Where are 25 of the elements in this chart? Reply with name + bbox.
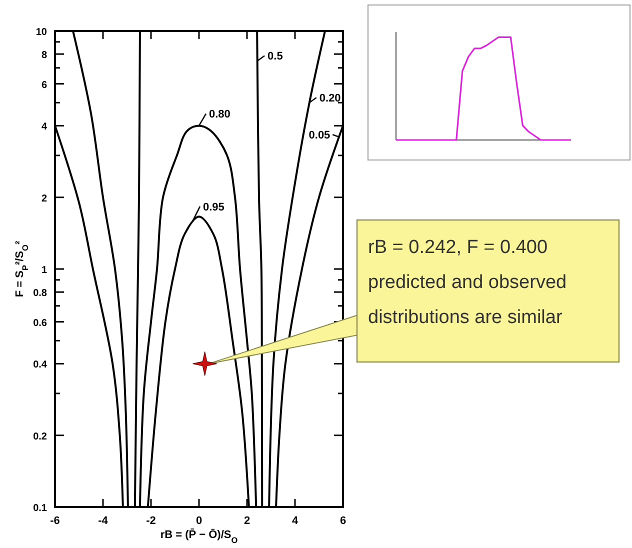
y-tick-label: 0.2 bbox=[33, 431, 48, 442]
x-tick-label: -6 bbox=[50, 515, 60, 527]
x-axis-title: rB = (P̄ − Ō)/S$_{O}$ bbox=[160, 528, 238, 544]
annotation: 0.95 bbox=[203, 201, 224, 214]
annotation: rB = 0.242, F = 0.400 predicted and observed distributions are similar bbox=[368, 237, 567, 328]
y-tick-label: 10 bbox=[36, 27, 48, 38]
y-tick-label: 0.1 bbox=[33, 503, 48, 514]
x-tick-label: 4 bbox=[292, 515, 299, 527]
y-tick-label: 1 bbox=[41, 265, 48, 276]
y-tick-label: 0.6 bbox=[33, 318, 48, 329]
x-tick-label: 0 bbox=[196, 515, 202, 527]
y-tick-label: 8 bbox=[41, 50, 48, 62]
annotation: 0.05 bbox=[308, 130, 330, 142]
x-tick-label: 2 bbox=[244, 515, 250, 527]
annotation: 0.20 bbox=[319, 92, 341, 105]
x-tick-label: -4 bbox=[98, 515, 109, 527]
y-tick-label: 0.8 bbox=[33, 288, 48, 300]
y-tick-label: 4 bbox=[41, 122, 48, 133]
annotation: 0.5 bbox=[268, 50, 283, 63]
y-tick-label: 2 bbox=[41, 193, 48, 204]
x-tick-label: 6 bbox=[340, 515, 346, 527]
x-tick-label: -2 bbox=[146, 515, 156, 527]
annotation: 0.80 bbox=[209, 108, 230, 121]
y-tick-label: 0.4 bbox=[33, 360, 48, 371]
y-tick-label: 6 bbox=[41, 80, 48, 91]
